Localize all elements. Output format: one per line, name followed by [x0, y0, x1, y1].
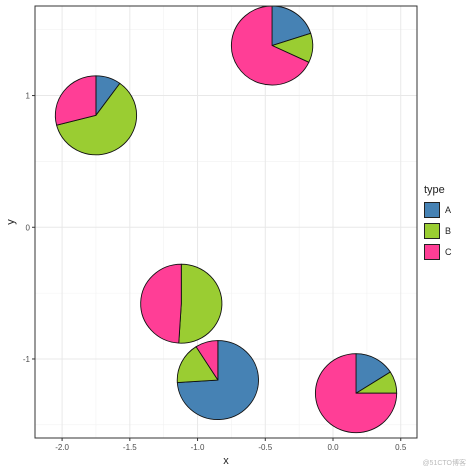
- legend-item-a: A: [424, 200, 452, 220]
- legend-item-b: B: [424, 221, 452, 241]
- legend-item-c: C: [424, 242, 452, 262]
- plot-border: [34, 5, 418, 439]
- y-tick-label: -1: [23, 355, 31, 364]
- y-tick-label: 1: [26, 92, 31, 101]
- x-tick-label: 0.0: [327, 443, 339, 452]
- pie-5-slice-c: [314, 353, 398, 434]
- watermark: @51CTO博客: [422, 460, 466, 467]
- legend-key-b: [424, 223, 440, 239]
- x-tick-label: -1.0: [191, 443, 205, 452]
- legend-key-c: [424, 244, 440, 260]
- legend-label-c: C: [445, 247, 452, 257]
- legend-title: type: [424, 184, 445, 196]
- legend-label-a: A: [445, 205, 452, 215]
- x-tick-label: -0.5: [258, 443, 272, 452]
- x-tick-label: -1.5: [123, 443, 137, 452]
- pie-2-slice-c: [230, 5, 310, 86]
- legend-key-a: [424, 202, 440, 218]
- y-tick-label: 0: [26, 223, 31, 232]
- x-axis-label: x: [223, 455, 229, 467]
- legend-label-b: B: [445, 226, 452, 236]
- pie-3-slice-c: [140, 263, 182, 344]
- pie-1-slice-b: [56, 82, 137, 156]
- x-tick-label: -2.0: [55, 443, 69, 452]
- pie-4-slice-b: [176, 346, 219, 383]
- x-tick-label: 0.5: [395, 443, 407, 452]
- pie-4-slice-c: [195, 340, 219, 381]
- legend: type A B C: [424, 184, 452, 263]
- pie-3-slice-b: [178, 263, 223, 344]
- y-axis-label: y: [5, 219, 17, 225]
- pie-1-slice-c: [54, 75, 97, 126]
